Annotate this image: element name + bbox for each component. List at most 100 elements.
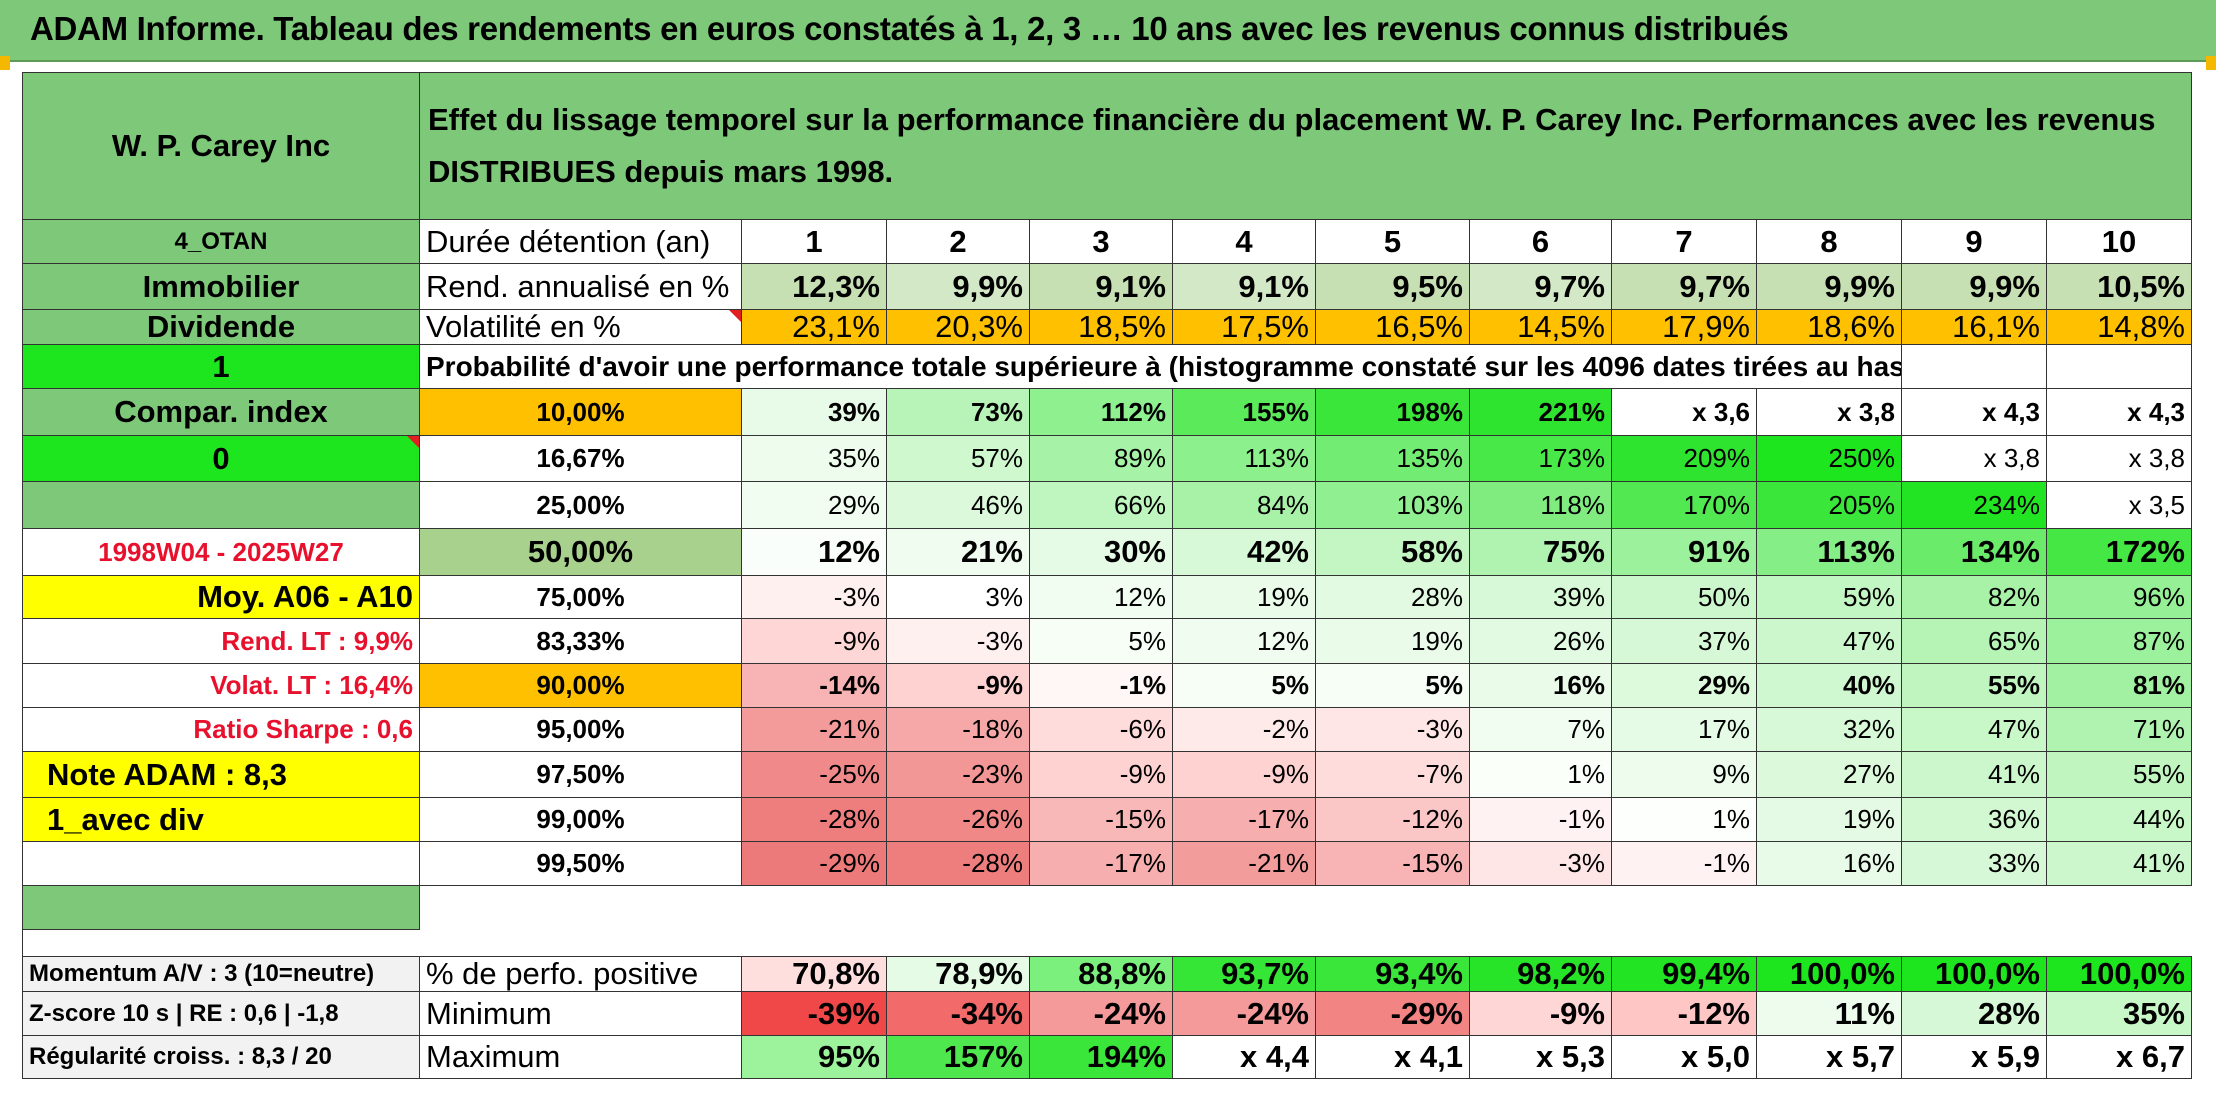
prob-value: 82% (1902, 576, 2047, 619)
prob-value: 7% (1470, 708, 1612, 752)
flag-one: 1 (22, 345, 420, 389)
stats-value: x 4,1 (1316, 1036, 1470, 1079)
stats-value: 88,8% (1030, 957, 1173, 992)
corner-marker (0, 56, 10, 70)
year-header: 9 (1902, 220, 2047, 264)
prob-value: 205% (1757, 482, 1902, 529)
prob-value: 16% (1757, 842, 1902, 886)
prob-value: 234% (1902, 482, 2047, 529)
rend-value: 9,7% (1470, 264, 1612, 310)
blank-cell (22, 842, 420, 886)
prob-value: 221% (1470, 389, 1612, 436)
prob-value: -3% (887, 619, 1030, 664)
prob-value: 58% (1316, 529, 1470, 576)
vol-value: 16,1% (1902, 310, 2047, 345)
prob-value: 37% (1612, 619, 1757, 664)
prob-value: -26% (887, 798, 1030, 842)
prob-value: 5% (1316, 664, 1470, 708)
prob-threshold: 10,00% (420, 389, 742, 436)
prob-value: 42% (1173, 529, 1316, 576)
prob-value: 198% (1316, 389, 1470, 436)
prob-value: 135% (1316, 436, 1470, 482)
prob-value: -28% (742, 798, 887, 842)
year-header: 1 (742, 220, 887, 264)
prob-value: x 3,5 (2047, 482, 2192, 529)
stats-value: x 5,3 (1470, 1036, 1612, 1079)
prob-threshold: 75,00% (420, 576, 742, 619)
spacer-cell (22, 930, 420, 957)
prob-value: 46% (887, 482, 1030, 529)
prob-value: -28% (887, 842, 1030, 886)
stats-label: % de perfo. positive (420, 957, 742, 992)
moy-label: Moy. A06 - A10 (22, 576, 420, 619)
rend-value: 9,1% (1030, 264, 1173, 310)
prob-value: 1% (1612, 798, 1757, 842)
blank-cell (22, 886, 420, 930)
prob-value: 39% (742, 389, 887, 436)
stats-value: 11% (1757, 992, 1902, 1036)
prob-value: 96% (2047, 576, 2192, 619)
stats-value: -24% (1030, 992, 1173, 1036)
note-adam-label: Note ADAM : 8,3 (22, 752, 420, 798)
vol-value: 16,5% (1316, 310, 1470, 345)
stats-value: -9% (1470, 992, 1612, 1036)
stats-value: x 6,7 (2047, 1036, 2192, 1079)
regularite-label: Régularité croiss. : 8,3 / 20 (22, 1036, 420, 1079)
prob-value: -21% (742, 708, 887, 752)
prob-value: 19% (1173, 576, 1316, 619)
year-header: 5 (1316, 220, 1470, 264)
prob-value: -7% (1316, 752, 1470, 798)
rend-value: 9,1% (1173, 264, 1316, 310)
stats-value: x 4,4 (1173, 1036, 1316, 1079)
prob-value: 65% (1902, 619, 2047, 664)
vol-value: 20,3% (887, 310, 1030, 345)
prob-value: 155% (1173, 389, 1316, 436)
stats-value: -34% (887, 992, 1030, 1036)
prob-value: 209% (1612, 436, 1757, 482)
prob-value: -1% (1030, 664, 1173, 708)
rend-value: 12,3% (742, 264, 887, 310)
volat-lt-label: Volat. LT : 16,4% (22, 664, 420, 708)
momentum-label: Momentum A/V : 3 (10=neutre) (22, 957, 420, 992)
prob-value: -3% (1470, 842, 1612, 886)
blank-cell (22, 482, 420, 529)
stats-value: 100,0% (1757, 957, 1902, 992)
prob-value: -23% (887, 752, 1030, 798)
rend-value: 9,5% (1316, 264, 1470, 310)
prob-threshold: 90,00% (420, 664, 742, 708)
prob-value: -25% (742, 752, 887, 798)
prob-value: 173% (1470, 436, 1612, 482)
avec-div-label: 1_avec div (22, 798, 420, 842)
prob-value: -18% (887, 708, 1030, 752)
prob-header: Probabilité d'avoir une performance tota… (420, 345, 1902, 389)
stats-value: x 5,0 (1612, 1036, 1757, 1079)
prob-value: 170% (1612, 482, 1757, 529)
rend-value: 9,9% (1757, 264, 1902, 310)
stats-value: -29% (1316, 992, 1470, 1036)
stats-value: 157% (887, 1036, 1030, 1079)
prob-value: 47% (1757, 619, 1902, 664)
prob-value: x 3,8 (1757, 389, 1902, 436)
prob-value: -6% (1030, 708, 1173, 752)
type-label: Dividende (22, 310, 420, 345)
prob-value: -29% (742, 842, 887, 886)
year-header: 3 (1030, 220, 1173, 264)
prob-value: x 4,3 (1902, 389, 2047, 436)
prob-value: -1% (1470, 798, 1612, 842)
stats-value: 70,8% (742, 957, 887, 992)
prob-value: -2% (1173, 708, 1316, 752)
prob-value: 59% (1757, 576, 1902, 619)
prob-value: 5% (1030, 619, 1173, 664)
prob-value: 21% (887, 529, 1030, 576)
prob-value: 44% (2047, 798, 2192, 842)
prob-value: 28% (1316, 576, 1470, 619)
prob-value: -12% (1316, 798, 1470, 842)
prob-value: 84% (1173, 482, 1316, 529)
prob-value: 41% (1902, 752, 2047, 798)
prob-value: 30% (1030, 529, 1173, 576)
prob-value: 55% (1902, 664, 2047, 708)
prob-value: 1% (1470, 752, 1612, 798)
stats-label: Maximum (420, 1036, 742, 1079)
performance-table: W. P. Carey Inc Effet du lissage temporel… (22, 72, 2192, 1096)
prob-threshold: 25,00% (420, 482, 742, 529)
